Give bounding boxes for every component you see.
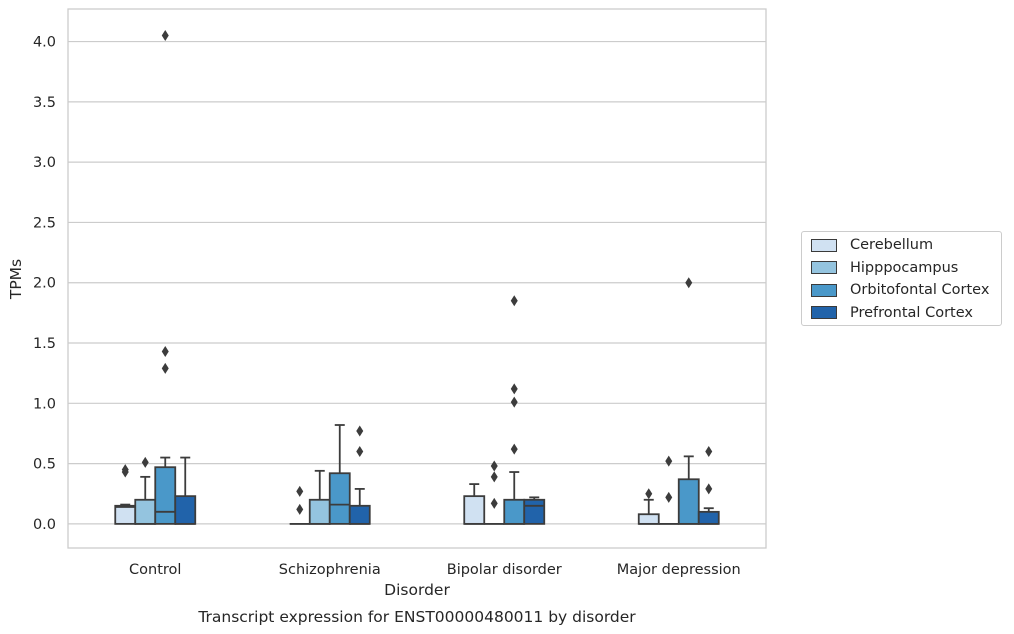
box-cerebellum <box>637 498 660 525</box>
box-orbitofontal-cortex <box>503 471 526 525</box>
outlier-point <box>645 488 653 500</box>
chart-caption: Transcript expression for ENST0000048001… <box>197 608 636 626</box>
outlier-point <box>356 446 364 458</box>
x-axis-ticks: Control Schizophrenia Bipolar disorder Majo… <box>129 562 741 578</box>
outlier-point <box>490 497 498 509</box>
outlier-point <box>705 483 713 495</box>
y-axis-label: TPMs <box>7 259 25 300</box>
outlier-point <box>510 295 518 307</box>
outlier-point <box>665 455 673 467</box>
x-tick-label: Bipolar disorder <box>447 562 562 578</box>
box-cerebellum <box>463 483 486 525</box>
legend-label: Cerebellum <box>850 237 934 253</box>
box-prefrontal-cortex <box>697 507 720 525</box>
box-rect <box>134 498 157 525</box>
box-rect <box>677 478 700 525</box>
legend: Cerebellum Hipppocampus Orbitofontal Corte… <box>801 231 1002 326</box>
box-prefrontal-cortex <box>174 456 197 525</box>
outlier-point <box>296 485 304 497</box>
y-tick-label: 0.5 <box>33 457 56 473</box>
box-rect <box>114 504 137 525</box>
outliers <box>121 30 713 515</box>
box-hipppocampus <box>134 475 157 525</box>
box-rect <box>308 498 331 525</box>
outlier-point <box>665 491 673 503</box>
plot-area-frame <box>67 8 767 549</box>
legend-label: Orbitofontal Cortex <box>850 282 990 298</box>
box-rect <box>637 513 660 525</box>
box-orbitofontal-cortex <box>328 424 351 525</box>
y-tick-label: 2.5 <box>33 215 56 231</box>
outlier-point <box>296 503 304 515</box>
legend-swatch <box>811 238 837 252</box>
box-prefrontal-cortex <box>523 496 546 525</box>
legend-swatch <box>811 283 837 297</box>
x-tick-label: Major depression <box>617 562 741 578</box>
box-rect <box>328 472 351 525</box>
box-prefrontal-cortex <box>348 488 371 525</box>
y-tick-label: 0.0 <box>33 517 56 533</box>
y-tick-label: 1.5 <box>33 336 56 352</box>
outlier-point <box>161 362 169 374</box>
x-tick-label: Schizophrenia <box>279 562 381 578</box>
legend-swatch <box>811 306 837 319</box>
gridlines <box>68 40 766 525</box>
box-rect <box>523 498 546 525</box>
box-rect <box>348 504 371 525</box>
box-orbitofontal-cortex <box>154 456 177 525</box>
y-tick-label: 4.0 <box>33 35 56 51</box>
legend-label: Prefrontal Cortex <box>850 304 973 321</box>
y-tick-label: 3.0 <box>33 155 56 171</box>
outlier-point <box>161 30 169 42</box>
legend-label: Hipppocampus <box>850 259 959 276</box>
box-rect <box>503 498 526 525</box>
outlier-point <box>356 425 364 437</box>
outlier-point <box>121 464 129 476</box>
y-tick-label: 2.0 <box>33 276 56 292</box>
legend-swatch <box>811 261 837 274</box>
y-tick-label: 3.5 <box>33 95 56 111</box>
box-rect <box>154 466 177 525</box>
outlier-point <box>141 456 149 468</box>
y-axis-ticks: 0.0 0.5 1.0 1.5 2.0 2.5 3.0 3.5 4.0 <box>33 35 56 533</box>
legend-item: Prefrontal Cortex <box>811 303 973 323</box>
y-tick-label: 1.0 <box>33 396 56 412</box>
box-orbitofontal-cortex <box>677 455 700 525</box>
box-hipppocampus <box>308 469 331 525</box>
legend-item: Orbitofontal Cortex <box>811 280 989 300</box>
outlier-point <box>490 471 498 483</box>
box-rect <box>463 495 486 525</box>
legend-item: Hipppocampus <box>811 258 958 278</box>
box-rect <box>697 510 720 525</box>
outlier-point <box>510 396 518 408</box>
box-rect <box>174 495 197 525</box>
outlier-point <box>490 460 498 472</box>
outlier-point <box>510 443 518 455</box>
outlier-point <box>685 277 693 289</box>
outlier-point <box>705 446 713 458</box>
x-axis-label: Disorder <box>384 581 450 599</box>
x-tick-label: Control <box>129 562 181 578</box>
outlier-point <box>510 383 518 395</box>
legend-item: Cerebellum <box>811 235 933 255</box>
box-cerebellum <box>114 503 137 525</box>
boxes <box>114 424 720 525</box>
outlier-point <box>161 345 169 357</box>
